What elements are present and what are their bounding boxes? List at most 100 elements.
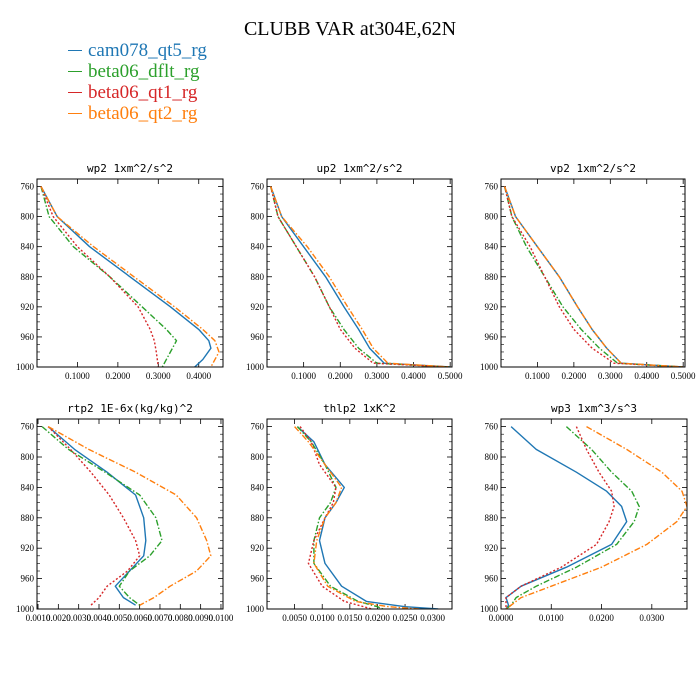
x-tick-label: 0.0200 xyxy=(365,613,390,623)
series-group xyxy=(505,425,687,609)
panel-title: rtp2 1E-6x(kg/kg)^2 xyxy=(67,402,193,415)
x-tick-label: 0.1000 xyxy=(525,371,550,381)
y-tick-label: 960 xyxy=(251,574,265,584)
series-line-cam078_qt5_rg xyxy=(505,426,628,609)
y-tick-label: 960 xyxy=(485,332,499,342)
legend-entry-beta06_qt1_rg: beta06_qt1_rg xyxy=(68,82,207,103)
y-tick-label: 840 xyxy=(485,482,499,492)
y-tick-label: 1000 xyxy=(16,362,35,372)
y-tick-label: 1000 xyxy=(246,604,265,614)
x-tick-label: 0.5000 xyxy=(671,371,696,381)
y-tick-label: 920 xyxy=(251,543,265,553)
x-tick-label: 0.0030 xyxy=(66,613,91,623)
series-line-beta06_qt1_rg xyxy=(505,426,615,609)
legend-entry-cam078_qt5_rg: cam078_qt5_rg xyxy=(68,40,207,61)
series-line-cam078_qt5_rg xyxy=(503,186,684,367)
x-tick-label: 0.0050 xyxy=(107,613,132,623)
y-tick-label: 800 xyxy=(21,452,35,462)
legend: cam078_qt5_rg beta06_dflt_rg beta06_qt1_rg… xyxy=(68,40,207,124)
x-tick-label: 0.0100 xyxy=(539,613,564,623)
plot-frame xyxy=(500,418,688,610)
plot-frame xyxy=(266,418,453,610)
plot-frame xyxy=(500,178,686,368)
y-tick-label: 880 xyxy=(485,272,499,282)
x-tick-label: 0.0050 xyxy=(282,613,307,623)
y-tick-label: 800 xyxy=(485,452,499,462)
legend-label: cam078_qt5_rg xyxy=(88,40,207,61)
series-line-beta06_qt1_rg xyxy=(270,186,451,367)
legend-swatch xyxy=(68,92,82,93)
y-tick-label: 960 xyxy=(485,574,499,584)
series-line-beta06_qt2_rg xyxy=(505,425,687,609)
x-tick-label: 0.0060 xyxy=(127,613,152,623)
x-tick-label: 0.3000 xyxy=(598,371,623,381)
series-line-beta06_qt2_rg xyxy=(503,186,684,367)
x-tick-label: 0.0010 xyxy=(26,613,51,623)
y-tick-label: 760 xyxy=(485,182,499,192)
x-tick-label: 0.2000 xyxy=(328,371,353,381)
series-line-cam078_qt5_rg xyxy=(40,186,212,367)
y-tick-label: 920 xyxy=(485,302,499,312)
x-tick-label: 0.0080 xyxy=(168,613,193,623)
series-line-beta06_qt1_rg xyxy=(47,426,141,606)
x-tick-label: 0.0250 xyxy=(393,613,418,623)
y-tick-label: 880 xyxy=(251,272,265,282)
panel-title: vp2 1xm^2/s^2 xyxy=(550,162,636,175)
series-group xyxy=(40,186,220,367)
series-line-beta06_dflt_rg xyxy=(41,426,163,606)
panel-title: thlp2 1xK^2 xyxy=(323,402,396,415)
x-tick-label: 0.4000 xyxy=(186,371,211,381)
y-tick-label: 760 xyxy=(21,422,35,432)
y-tick-label: 1000 xyxy=(480,362,499,372)
legend-swatch xyxy=(68,113,82,114)
y-tick-label: 760 xyxy=(251,422,265,432)
series-line-beta06_dflt_rg xyxy=(503,186,684,367)
panel-1: wp2 1xm^2/s^2 760 800 840 880 920 960 1000 0.100… xyxy=(16,162,224,381)
y-tick-label: 840 xyxy=(21,242,35,252)
y-tick-label: 920 xyxy=(485,543,499,553)
series-line-cam078_qt5_rg xyxy=(270,186,451,367)
legend-swatch xyxy=(68,50,82,51)
plot-frame xyxy=(266,178,453,368)
y-tick-label: 880 xyxy=(21,513,35,523)
x-tick-label: 0.4000 xyxy=(634,371,659,381)
panel-3: vp2 1xm^2/s^2 760 800 840 880 920 960 1000 0.100… xyxy=(480,162,696,381)
legend-label: beta06_dflt_rg xyxy=(88,61,200,82)
y-tick-label: 800 xyxy=(21,212,35,222)
y-tick-label: 760 xyxy=(251,182,265,192)
y-tick-label: 760 xyxy=(21,182,35,192)
x-tick-label: 0.1000 xyxy=(65,371,90,381)
y-tick-label: 880 xyxy=(251,513,265,523)
series-line-beta06_dflt_rg xyxy=(505,426,640,609)
panel-2: up2 1xm^2/s^2 760 800 840 880 920 960 1000 0.100… xyxy=(246,162,463,381)
plot-frame xyxy=(36,178,224,368)
y-tick-label: 920 xyxy=(251,302,265,312)
y-tick-label: 1000 xyxy=(480,604,499,614)
x-tick-label: 0.0300 xyxy=(420,613,445,623)
series-group xyxy=(270,186,451,367)
y-tick-label: 880 xyxy=(21,272,35,282)
x-tick-label: 0.0100 xyxy=(310,613,335,623)
panel-title: up2 1xm^2/s^2 xyxy=(316,162,402,175)
x-tick-label: 0.3000 xyxy=(146,371,171,381)
x-tick-label: 0.0090 xyxy=(188,613,213,623)
panel-title: wp2 1xm^2/s^2 xyxy=(87,162,173,175)
x-tick-label: 0.0040 xyxy=(87,613,112,623)
y-tick-label: 840 xyxy=(21,482,35,492)
y-tick-label: 1000 xyxy=(246,362,265,372)
panel-4: rtp2 1E-6x(kg/kg)^2 760 800 840 880 920 960 100… xyxy=(16,402,234,623)
y-tick-label: 840 xyxy=(485,242,499,252)
x-tick-label: 0.2000 xyxy=(105,371,130,381)
y-tick-label: 800 xyxy=(251,452,265,462)
series-line-beta06_dflt_rg xyxy=(296,426,384,609)
series-line-beta06_qt1_rg xyxy=(299,426,373,609)
x-tick-label: 0.0000 xyxy=(489,613,514,623)
series-line-beta06_qt2_rg xyxy=(270,186,451,367)
x-tick-label: 0.3000 xyxy=(365,371,390,381)
x-tick-label: 0.1000 xyxy=(291,371,316,381)
y-tick-label: 1000 xyxy=(16,604,35,614)
y-tick-label: 920 xyxy=(21,302,35,312)
